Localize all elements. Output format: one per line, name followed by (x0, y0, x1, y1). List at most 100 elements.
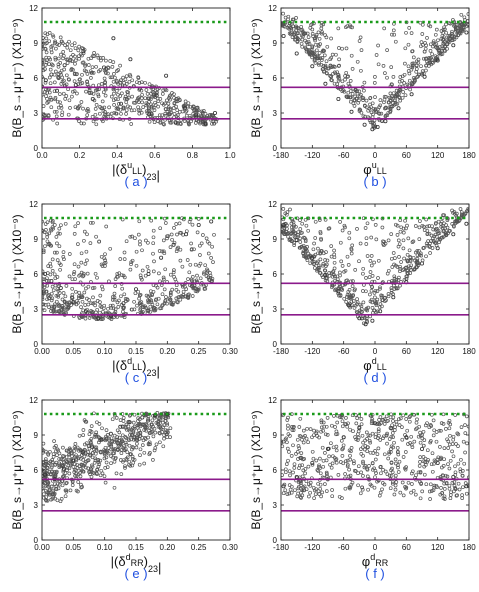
scatter-point (56, 76, 61, 81)
scatter-point (373, 449, 377, 453)
scatter-point (327, 454, 331, 459)
scatter-point (153, 446, 158, 450)
scatter-point (393, 457, 398, 462)
y-tick-label: 9 (273, 431, 278, 440)
scatter-point (100, 284, 104, 289)
scatter-point (87, 432, 92, 437)
scatter-point (460, 496, 465, 500)
scatter-point (52, 308, 56, 312)
scatter-point (407, 78, 412, 83)
scatter-point (154, 297, 159, 302)
scatter-point (144, 305, 148, 310)
scatter-point (454, 35, 459, 40)
scatter-point (137, 296, 141, 301)
scatter-point (301, 440, 306, 445)
scatter-point (49, 484, 54, 489)
scatter-point (129, 122, 134, 126)
scatter-point (151, 241, 156, 246)
scatter-point (73, 442, 78, 446)
scatter-point (338, 273, 342, 278)
plot-frame (41, 203, 231, 345)
scatter-point (384, 419, 389, 424)
scatter-point (450, 449, 454, 454)
scatter-point (79, 293, 84, 298)
x-tick-label: 0.6 (149, 151, 161, 160)
scatter-point (340, 419, 345, 424)
scatter-point (390, 470, 395, 475)
data-point (281, 484, 286, 489)
scatter-point (112, 291, 117, 296)
scatter-point (369, 235, 374, 240)
scatter-point (394, 480, 399, 484)
scatter-point (306, 50, 311, 55)
scatter-point (314, 34, 319, 39)
scatter-point (121, 75, 125, 80)
scatter-point (442, 457, 446, 462)
scatter-point (52, 250, 57, 255)
scatter-point (211, 119, 216, 124)
scatter-point (66, 87, 70, 92)
scatter-point (296, 233, 300, 237)
scatter-point (83, 442, 87, 447)
scatter-point (94, 122, 99, 127)
scatter-point (310, 449, 315, 454)
scatter-point (319, 420, 324, 425)
scatter-point (162, 433, 166, 437)
scatter-point (140, 268, 145, 273)
scatter-point (372, 124, 376, 129)
scatter-point (59, 52, 63, 57)
scatter-point (321, 428, 325, 433)
scatter-point (321, 464, 326, 469)
scatter-point (286, 415, 290, 420)
scatter-point (325, 472, 329, 476)
scatter-point (42, 229, 45, 234)
scatter-point (207, 277, 211, 282)
scatter-point (137, 293, 142, 298)
scatter-point (377, 433, 381, 438)
x-tick-label: 0.10 (97, 543, 113, 552)
scatter-point (355, 227, 359, 231)
scatter-point (121, 446, 126, 450)
scatter-point (161, 249, 166, 254)
scatter-point (310, 435, 314, 440)
scatter-point (110, 295, 115, 299)
scatter-point (427, 489, 432, 494)
scatter-point (285, 492, 290, 496)
scatter-point (146, 308, 151, 313)
scatter-point (108, 75, 113, 80)
scatter-point (457, 218, 462, 222)
scatter-point (347, 230, 352, 235)
scatter-point (356, 432, 360, 437)
scatter-point (395, 223, 400, 228)
scatter-point (68, 461, 73, 466)
panel-label: ( d ) (363, 370, 386, 385)
scatter-point (44, 228, 48, 232)
scatter-point (364, 98, 369, 103)
scatter-point (398, 98, 403, 103)
scatter-point (450, 31, 454, 36)
scatter-point (89, 301, 94, 306)
scatter-point (62, 257, 66, 262)
scatter-point (64, 481, 68, 486)
scatter-point (154, 91, 159, 95)
data-point (464, 221, 469, 226)
scatter-point (149, 300, 154, 305)
scatter-point (376, 43, 380, 48)
scatter-point (49, 228, 54, 233)
scatter-point (292, 241, 296, 245)
scatter-point (117, 298, 121, 303)
scatter-point (61, 250, 66, 254)
scatter-point (61, 291, 66, 295)
scatter-point (463, 450, 467, 455)
scatter-point (131, 420, 136, 425)
scatter-point (113, 75, 117, 80)
scatter-point (375, 309, 380, 314)
scatter-point (337, 293, 341, 298)
scatter-point (405, 258, 410, 263)
scatter-point (97, 422, 102, 426)
scatter-point (365, 308, 370, 313)
scatter-point (360, 96, 365, 100)
scatter-point (442, 446, 447, 450)
scatter-point (342, 223, 347, 228)
scatter-point (306, 464, 311, 469)
